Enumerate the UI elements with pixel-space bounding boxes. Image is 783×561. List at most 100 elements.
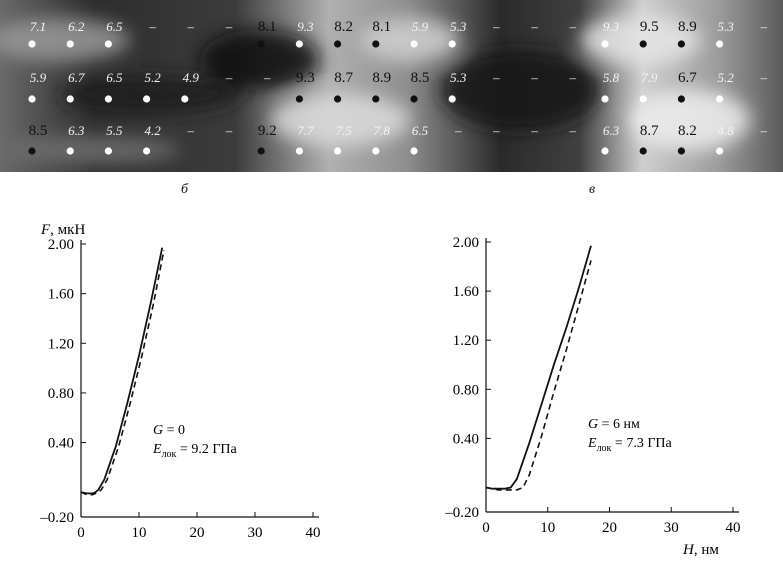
map-empty-cell: –	[187, 123, 195, 138]
x-tick-label: 10	[132, 525, 147, 541]
x-tick-label: 20	[190, 525, 205, 541]
map-empty-cell: –	[760, 70, 768, 85]
unloading-curve	[485, 260, 592, 491]
map-point-light	[66, 95, 74, 103]
map-point-light	[601, 147, 609, 155]
loading-curve	[80, 247, 164, 495]
map-value-label: 8.2	[334, 19, 353, 35]
annotation-e-modulus: Eлок = 9.2 ГПа	[152, 442, 238, 460]
map-point-light	[181, 95, 189, 103]
map-value-label: 5.9	[30, 70, 47, 85]
x-tick-label: 0	[482, 520, 490, 536]
map-point-dark	[295, 95, 303, 103]
map-value-label: 8.9	[678, 19, 697, 35]
loading-curve	[485, 245, 592, 490]
map-empty-cell: –	[569, 19, 577, 34]
map-value-label: 6.3	[68, 123, 85, 138]
map-empty-cell: –	[225, 123, 233, 138]
y-tick-label: –0.20	[39, 510, 74, 526]
map-point-dark	[257, 147, 265, 155]
map-value-label: 5.3	[717, 19, 734, 34]
map-point-light	[104, 40, 112, 48]
map-point-light	[66, 147, 74, 155]
map-empty-cell: –	[263, 70, 271, 85]
map-value-label: 5.9	[412, 19, 429, 34]
map-value-label: 8.2	[678, 123, 697, 139]
map-value-label: 9.5	[640, 19, 659, 35]
map-value-label: 9.3	[297, 19, 314, 34]
map-value-label: 7.9	[641, 70, 658, 85]
map-point-dark	[639, 40, 647, 48]
y-tick-label: 1.20	[48, 336, 74, 352]
map-point-dark	[677, 95, 686, 103]
map-value-label: 8.5	[29, 123, 48, 139]
y-tick-label: 1.60	[48, 287, 74, 303]
y-tick-label: 0.40	[453, 431, 479, 447]
map-point-light	[66, 40, 74, 48]
map-point-light	[28, 95, 36, 103]
chart-left: –0.20 0.40 0.80 1.20 1.60 2.00 0 10 20 30 40 F, мкН…	[39, 222, 321, 541]
map-value-label: 6.7	[68, 70, 85, 85]
x-tick-label: 40	[306, 525, 321, 541]
y-tick-label: 2.00	[48, 237, 74, 253]
map-point-dark	[677, 40, 686, 48]
map-point-dark	[334, 40, 342, 48]
map-empty-cell: –	[530, 123, 538, 138]
map-value-label: 7.5	[335, 123, 352, 138]
map-point-dark	[677, 147, 686, 155]
y-axis-title: F, мкН	[40, 222, 85, 238]
y-tick-label: 0.40	[48, 436, 74, 452]
annotation-e-modulus: Eлок = 7.3 ГПа	[587, 436, 673, 454]
map-value-label: 8.7	[334, 70, 353, 86]
x-tick-label: 40	[726, 520, 741, 536]
map-value-label: 6.7	[678, 70, 697, 86]
map-value-label: 9.3	[296, 70, 315, 86]
map-point-light	[601, 40, 609, 48]
map-point-light	[334, 147, 342, 155]
map-point-light	[143, 95, 151, 103]
map-point-light	[716, 40, 724, 48]
map-empty-cell: –	[225, 70, 233, 85]
map-value-label: 6.2	[68, 19, 85, 34]
map-empty-cell: –	[530, 70, 538, 85]
map-point-light	[410, 147, 418, 155]
map-point-light	[295, 147, 303, 155]
map-point-light	[448, 95, 456, 103]
map-value-label: 5.8	[603, 70, 620, 85]
map-value-label: 8.9	[372, 70, 391, 86]
map-point-dark	[257, 40, 265, 48]
map-point-dark	[334, 95, 342, 103]
map-empty-cell: –	[569, 123, 577, 138]
map-value-label: 6.5	[106, 19, 123, 34]
map-empty-cell: –	[569, 70, 577, 85]
map-point-light	[410, 40, 418, 48]
map-value-label: 6.5	[412, 123, 429, 138]
hardness-map-strip: 7.1 6.2 6.5 – – – 8.1 9.3 8.2 8.1 5.9 5.3 – – – 9.3 9.5 8…	[0, 0, 783, 172]
panel-label-right: в	[589, 182, 596, 197]
map-value-label: 7.7	[297, 123, 314, 138]
map-value-label: 4.9	[183, 70, 200, 85]
map-point-dark	[28, 147, 36, 155]
map-point-light	[372, 147, 380, 155]
y-tick-label: 2.00	[453, 235, 479, 251]
y-tick-label: 0.80	[453, 382, 479, 398]
map-point-light	[104, 147, 112, 155]
map-empty-cell: –	[492, 19, 500, 34]
x-axis-title: H, нм	[682, 542, 719, 558]
map-value-label: 6.5	[106, 70, 123, 85]
map-value-label: 5.2	[717, 70, 734, 85]
x-tick-label: 30	[664, 520, 679, 536]
map-value-label: 8.1	[372, 19, 391, 35]
map-point-dark	[372, 40, 380, 48]
map-value-label: 5.3	[450, 70, 467, 85]
map-value-label: 4.2	[144, 123, 161, 138]
map-point-light	[448, 40, 456, 48]
x-tick-label: 10	[540, 520, 555, 536]
map-point-dark	[639, 147, 647, 155]
chart-right: –0.20 0.40 0.80 1.20 1.60 2.00 0 10 20 30 40 H, нм G…	[444, 235, 741, 558]
map-point-light	[716, 147, 724, 155]
y-tick-label: 1.20	[453, 333, 479, 349]
map-point-dark	[372, 95, 380, 103]
x-tick-label: 20	[602, 520, 617, 536]
map-value-label: 6.3	[603, 123, 620, 138]
